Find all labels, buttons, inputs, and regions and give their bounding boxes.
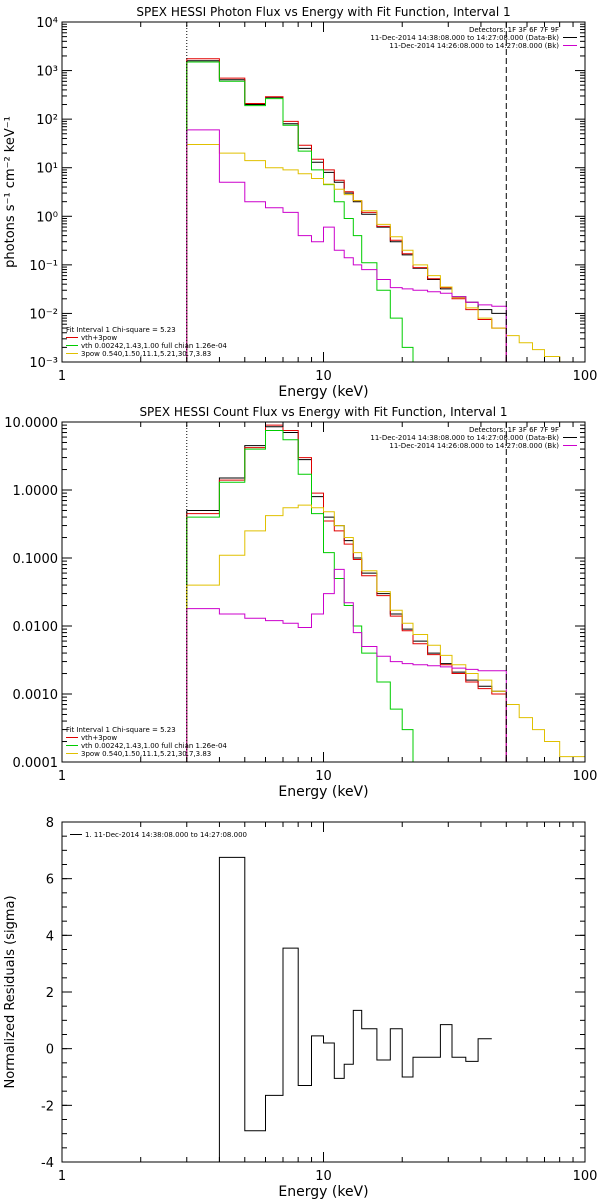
series-line-bk bbox=[186, 129, 507, 362]
count-flux-panel: SPEX HESSI Count Flux vs Energy with Fit… bbox=[4, 405, 597, 800]
legend-top-text: 11-Dec-2014 14:38:08.000 to 14:27:08.000… bbox=[370, 434, 559, 442]
y-tick-label: 0.0001 bbox=[13, 756, 59, 771]
legend-fit-text: vth 0.00242,1.43,1.00 full chian 1.26e-0… bbox=[81, 342, 227, 350]
x-tick-label: 100 bbox=[573, 369, 598, 384]
y-tick-label: 10¹ bbox=[36, 162, 58, 177]
series-line-bk bbox=[186, 568, 507, 762]
y-tick-label: 0 bbox=[46, 1043, 54, 1058]
legend-fit-text: vth+3pow bbox=[81, 734, 117, 742]
y-tick-label: 1.0000 bbox=[13, 484, 59, 499]
y-axis-label: Normalized Residuals (sigma) bbox=[3, 895, 18, 1088]
y-tick-label: 8 bbox=[46, 816, 54, 831]
y-tick-label: 4 bbox=[46, 929, 54, 944]
x-tick-label: 10 bbox=[315, 1169, 332, 1184]
x-tick-label: 10 bbox=[315, 369, 332, 384]
y-tick-label: 10.0000 bbox=[4, 416, 58, 431]
y-tick-label: 10⁻¹ bbox=[29, 259, 58, 274]
series-group bbox=[186, 58, 585, 362]
x-axis-label: Energy (keV) bbox=[278, 1184, 368, 1200]
chart-title: SPEX HESSI Count Flux vs Energy with Fit… bbox=[139, 405, 507, 419]
y-tick-label: 10⁻³ bbox=[29, 356, 58, 371]
x-axis-label: Energy (keV) bbox=[278, 784, 368, 800]
y-tick-label: -2 bbox=[41, 1099, 54, 1114]
x-tick-label: 10 bbox=[315, 769, 332, 784]
y-axis-label: photons s⁻¹ cm⁻² keV⁻¹ bbox=[3, 116, 18, 268]
photon-flux-panel: SPEX HESSI Photon Flux vs Energy with Fi… bbox=[3, 5, 597, 400]
chart-title: SPEX HESSI Photon Flux vs Energy with Fi… bbox=[136, 5, 510, 19]
series-line-3pow bbox=[186, 144, 585, 362]
legend-fit-text: 3pow 0.540,1.50,11.1,5.21,30.7,3.83 bbox=[81, 750, 211, 758]
legend-top-text: Detectors: 1F 3F 6F 7F 9F bbox=[469, 426, 559, 434]
x-tick-label: 1 bbox=[58, 369, 66, 384]
legend-fit-text: Fit Interval 1 Chi-square = 5.23 bbox=[66, 726, 176, 734]
legend-fit-text: 3pow 0.540,1.50,11.1,5.21,30.7,3.83 bbox=[81, 350, 211, 358]
y-tick-label: 0.1000 bbox=[13, 552, 59, 567]
legend-top-text: 11-Dec-2014 14:26:08.000 to 14:27:08.000… bbox=[389, 442, 559, 450]
y-tick-label: 0.0100 bbox=[13, 620, 59, 635]
y-tick-label: 10² bbox=[36, 113, 58, 128]
series-line-1-11-dec-2014-14-38-08-000-to-14-27-08-000 bbox=[186, 856, 492, 1162]
legend-fit-text: vth 0.00242,1.43,1.00 full chian 1.26e-0… bbox=[81, 742, 227, 750]
x-tick-label: 100 bbox=[573, 769, 598, 784]
residuals-panel: 1 10 100 Energy (keV) -4 -2 0 2 4 6 8 Normalized Re… bbox=[3, 816, 597, 1200]
legend-fit-text: Fit Interval 1 Chi-square = 5.23 bbox=[66, 326, 176, 334]
y-tick-label: -4 bbox=[41, 1156, 54, 1171]
y-tick-label: 6 bbox=[46, 873, 54, 888]
x-tick-label: 1 bbox=[58, 1169, 66, 1184]
x-tick-label: 1 bbox=[58, 769, 66, 784]
legend-top-text: Detectors: 1F 3F 6F 7F 9F bbox=[469, 26, 559, 34]
y-tick-label: 10⁰ bbox=[36, 210, 58, 225]
series-line-vth bbox=[186, 61, 414, 362]
series-line-3pow bbox=[186, 504, 585, 762]
y-tick-label: 0.0010 bbox=[13, 688, 59, 703]
legend-text: 1. 11-Dec-2014 14:38:08.000 to 14:27:08.… bbox=[85, 831, 247, 839]
y-tick-label: 10³ bbox=[36, 65, 58, 80]
legend-fit-text: vth+3pow bbox=[81, 334, 117, 342]
y-tick-label: 10⁴ bbox=[36, 16, 58, 31]
x-axis-label: Energy (keV) bbox=[278, 384, 368, 400]
legend-top-text: 11-Dec-2014 14:38:08.000 to 14:27:08.000… bbox=[370, 34, 559, 42]
x-tick-label: 100 bbox=[573, 1169, 598, 1184]
y-tick-label: 10⁻² bbox=[29, 307, 58, 322]
y-tick-label: 2 bbox=[46, 986, 54, 1001]
legend-top-text: 11-Dec-2014 14:26:08.000 to 14:27:08.000… bbox=[389, 42, 559, 50]
series-group bbox=[186, 856, 492, 1162]
